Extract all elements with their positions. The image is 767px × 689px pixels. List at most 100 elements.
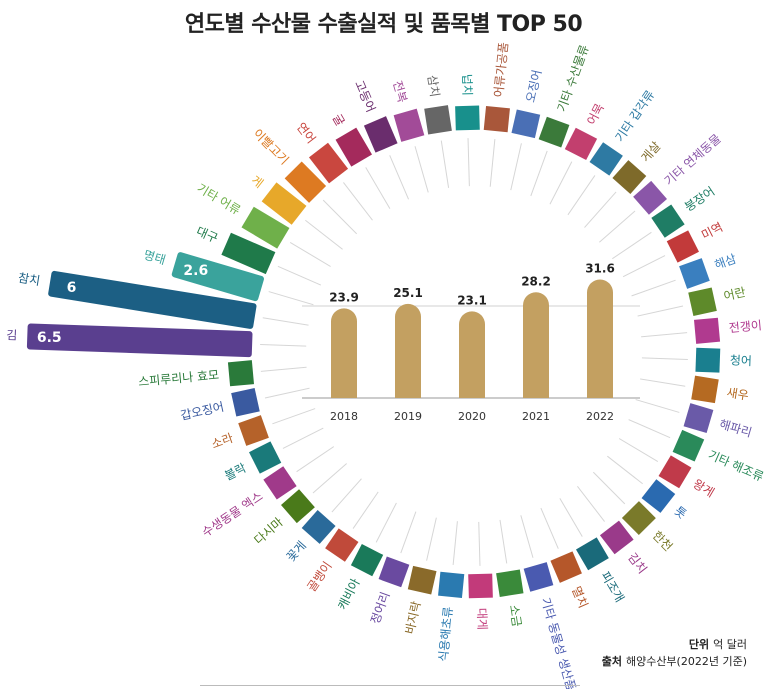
category-label: 전복	[390, 79, 410, 104]
category-label: 볼락	[222, 461, 248, 483]
radial-bar-segment	[468, 573, 493, 599]
category-label: 미역	[699, 220, 725, 242]
category-label: 소금	[507, 604, 524, 628]
category-label: 게살	[638, 139, 663, 165]
radial-bar-segment	[238, 415, 269, 446]
radial-bar-segment	[575, 537, 609, 571]
category-label: 다시마	[252, 515, 286, 547]
radial-bar-segment	[621, 501, 656, 536]
radial-bar	[325, 528, 359, 562]
category-label: 멸치	[569, 584, 591, 610]
radial-bar-segment	[666, 230, 699, 263]
category-label: 캐비아	[335, 576, 363, 612]
year-tick-label: 2020	[458, 410, 486, 423]
category-label: 게	[248, 173, 265, 191]
radial-bar-segment	[679, 258, 710, 289]
radial-bar-segment	[171, 252, 264, 302]
bottom-divider	[200, 685, 580, 686]
radial-bar	[621, 501, 656, 536]
category-label: 바지락	[403, 600, 424, 635]
year-tick-label: 2018	[330, 410, 358, 423]
unit-label: 단위	[688, 638, 710, 651]
radial-bar	[550, 551, 582, 583]
category-label: 전갱이	[728, 318, 762, 335]
radial-bar	[227, 360, 255, 387]
radial-bar-segment	[589, 142, 623, 176]
category-label: 대게	[475, 608, 490, 630]
radial-bar	[221, 232, 276, 275]
radial-bar	[438, 571, 465, 598]
radial-bar	[523, 562, 554, 592]
radial-bar-segment	[633, 180, 667, 215]
radial-bar	[693, 317, 721, 344]
radial-bar-segment	[231, 387, 260, 417]
year-bar	[459, 311, 485, 398]
year-bar-value: 23.1	[457, 293, 487, 307]
radial-bar-segment	[683, 403, 714, 433]
category-label: 김치	[625, 550, 650, 576]
radial-bar	[483, 106, 510, 133]
radial-bar	[633, 180, 667, 215]
radial-bar-segment	[221, 232, 276, 275]
radial-bar-segment	[227, 360, 255, 387]
radial-bar-segment	[695, 347, 721, 373]
radial-bar	[26, 323, 253, 358]
unit-value: 억 달러	[713, 638, 747, 651]
radial-bar	[48, 270, 257, 329]
radial-bar	[679, 258, 710, 289]
radial-bar-segment	[284, 161, 327, 203]
category-label: 기타 해조류	[706, 448, 766, 484]
radial-bar	[538, 116, 570, 148]
radial-bar	[589, 142, 623, 176]
radial-bar-segment	[523, 562, 554, 592]
category-label: 소라	[210, 431, 236, 452]
category-label: 새우	[726, 386, 750, 403]
year-tick-label: 2021	[522, 410, 550, 423]
radial-bar-segment	[249, 441, 282, 474]
category-label: 피조개	[598, 569, 627, 605]
radial-bar-segment	[48, 270, 257, 329]
category-label: 오징어	[523, 68, 544, 103]
radial-bar	[231, 387, 260, 417]
radial-bar-segment	[407, 565, 437, 595]
radial-bar	[363, 116, 398, 153]
category-label: 넙치	[460, 74, 475, 96]
radial-bar-segment	[658, 455, 692, 489]
radial-bar	[695, 347, 721, 373]
year-tick-label: 2019	[394, 410, 422, 423]
radial-bar-segment	[672, 429, 705, 462]
radial-bar	[683, 403, 714, 433]
radial-bar	[238, 415, 269, 446]
radial-bar	[599, 520, 634, 555]
radial-bar-segment	[308, 142, 349, 184]
radial-bar	[688, 287, 717, 317]
category-label: 기타 연체동물	[662, 132, 724, 189]
radial-bar	[281, 489, 315, 524]
radial-bar	[666, 230, 699, 263]
chart-title: 연도별 수산물 수출실적 및 품목별 TOP 50	[184, 12, 583, 37]
radial-bar-segment	[564, 127, 598, 161]
category-label: 꽃게	[284, 538, 309, 564]
value-label: 2.6	[183, 263, 208, 279]
category-label: 해파리	[718, 417, 754, 440]
radial-bar	[308, 142, 349, 184]
category-label: 기타 수산물류	[555, 43, 592, 114]
source-note: 출처 해양수산부(2022년 기준)	[602, 653, 747, 669]
year-bar	[523, 292, 549, 398]
radial-bar	[284, 161, 327, 203]
radial-bar-segment	[641, 479, 676, 513]
radial-bar-segment	[511, 109, 541, 139]
radial-bar	[691, 375, 719, 404]
radial-bar-segment	[350, 543, 384, 577]
radial-bar-segment	[599, 520, 634, 555]
category-label: 갑오징어	[179, 400, 225, 423]
category-label: 굴	[330, 112, 348, 129]
radial-bar-segment	[281, 489, 315, 524]
radial-bar	[658, 455, 692, 489]
radial-bar	[672, 429, 705, 462]
category-label: 한천	[650, 528, 676, 554]
category-label: 톳	[672, 504, 689, 522]
year-bar	[331, 308, 357, 398]
category-label: 고등어	[352, 78, 378, 114]
radial-bar-segment	[688, 287, 717, 317]
